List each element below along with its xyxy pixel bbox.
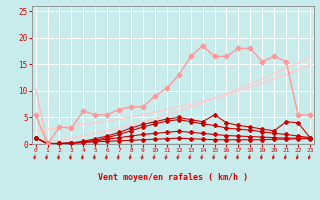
X-axis label: Vent moyen/en rafales ( km/h ): Vent moyen/en rafales ( km/h ) — [98, 173, 248, 182]
